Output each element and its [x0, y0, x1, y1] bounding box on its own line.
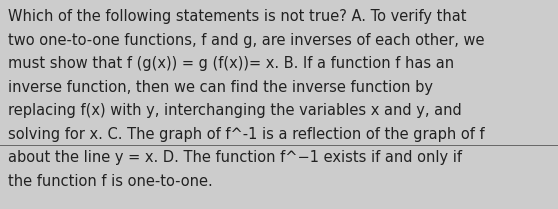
Text: inverse function, then we can find the inverse function by: inverse function, then we can find the i…	[8, 80, 433, 95]
Text: Which of the following statements is not true? A. To verify that: Which of the following statements is not…	[8, 9, 466, 24]
Text: two one-to-one functions, f and g, are inverses of each other, we: two one-to-one functions, f and g, are i…	[8, 33, 484, 48]
Text: replacing f(x) with y, interchanging the variables x and y, and: replacing f(x) with y, interchanging the…	[8, 103, 462, 118]
Text: about the line y = x. D. The function f^−1 exists if and only if: about the line y = x. D. The function f^…	[8, 150, 462, 165]
Text: the function f is one-to-one.: the function f is one-to-one.	[8, 174, 213, 189]
Text: must show that f (g(x)) = g (f(x))= x. B. If a function f has an: must show that f (g(x)) = g (f(x))= x. B…	[8, 56, 454, 71]
Text: solving for x. C. The graph of f^-1 is a reflection of the graph of f: solving for x. C. The graph of f^-1 is a…	[8, 127, 485, 142]
